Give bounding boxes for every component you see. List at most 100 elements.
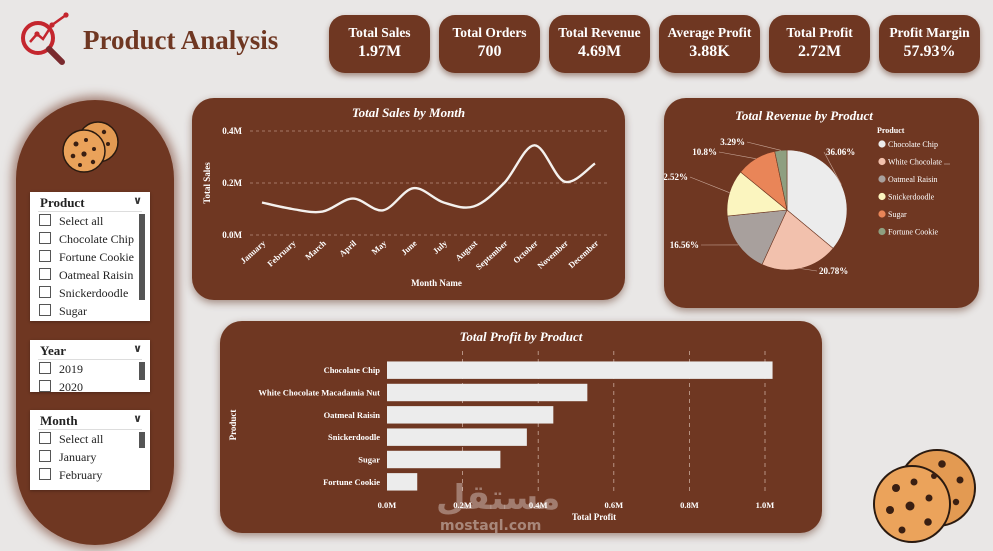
legend-marker xyxy=(878,157,886,166)
cookies-illustration xyxy=(873,449,976,543)
kpi-total-sales: Total Sales 1.97M xyxy=(329,15,430,73)
checkbox[interactable] xyxy=(39,304,51,316)
kpi-value: 2.72M xyxy=(797,43,842,60)
x-tick-label: April xyxy=(337,238,359,259)
slicer-item-snickerdoodle[interactable]: Snickerdoodle xyxy=(30,284,150,302)
legend-label: Fortune Cookie xyxy=(888,228,938,237)
x-tick-label: 0.8M xyxy=(680,500,699,510)
chart-title: Total Sales by Month xyxy=(351,105,466,120)
leader-line xyxy=(718,151,756,160)
x-tick-label: October xyxy=(511,238,540,265)
y-tick-label: Fortune Cookie xyxy=(323,477,380,487)
checkbox[interactable] xyxy=(39,468,51,480)
y-axis-label: Product xyxy=(228,410,238,441)
chart-title: Total Profit by Product xyxy=(459,329,583,344)
slicer-item-january[interactable]: January xyxy=(30,448,150,466)
data-label: 12.52% xyxy=(664,172,688,182)
profit-by-product-card xyxy=(220,321,822,533)
sales-line xyxy=(261,144,596,214)
pie-chart: 36.06% 20.78% 16.56% 12.52% 10.8%3.29% Produc… xyxy=(664,126,950,276)
y-tick-label: 0.2M xyxy=(222,178,242,188)
bar xyxy=(387,428,527,446)
slicer-item-select-all[interactable]: Select all xyxy=(30,430,150,448)
chevron-down-icon[interactable]: ∨ xyxy=(133,195,142,207)
month-slicer[interactable]: Month ∨ Select all January February xyxy=(30,410,150,490)
scrollbar[interactable] xyxy=(139,362,145,380)
scrollbar[interactable] xyxy=(139,432,145,448)
legend-marker xyxy=(878,140,886,148)
legend-label: White Chocolate ... xyxy=(888,158,950,167)
checkbox[interactable] xyxy=(39,286,51,298)
kpi-total-orders: Total Orders 700 xyxy=(439,15,540,73)
slicer-item-label: Oatmeal Raisin xyxy=(59,268,134,282)
slicer-item-fortune-cookie[interactable]: Fortune Cookie xyxy=(30,248,150,266)
data-label: 10.8% xyxy=(692,147,717,157)
chevron-down-icon[interactable]: ∨ xyxy=(133,413,142,425)
slicer-item-oatmeal-raisin[interactable]: Oatmeal Raisin xyxy=(30,266,150,284)
year-slicer[interactable]: Year ∨ 2019 2020 xyxy=(30,340,150,392)
kpi-value: 1.97M xyxy=(357,43,402,60)
x-tick-label: July xyxy=(431,238,450,256)
slicer-item-select-all[interactable]: Select all xyxy=(30,212,150,230)
kpi-label: Total Profit xyxy=(786,25,853,40)
kpi-label: Total Revenue xyxy=(558,25,641,40)
x-tick-label: 0.0M xyxy=(378,500,397,510)
kpi-label: Total Orders xyxy=(452,25,527,40)
checkbox[interactable] xyxy=(39,380,51,392)
y-tick-label: White Chocolate Macadamia Nut xyxy=(258,388,380,398)
search-analytics-icon xyxy=(21,12,69,65)
slicer-item-label: Sugar xyxy=(59,304,87,318)
watermark-arabic: مستقل xyxy=(436,478,561,518)
x-tick-label: 0.6M xyxy=(604,500,623,510)
product-slicer[interactable]: Product ∨ Select all Chocolate Chip Fortu… xyxy=(30,192,150,321)
slicer-item-2019[interactable]: 2019 xyxy=(30,360,150,378)
y-tick-label: Oatmeal Raisin xyxy=(324,410,381,420)
sales-by-month-card xyxy=(192,98,625,300)
legend-marker xyxy=(878,210,886,218)
legend-title: Product xyxy=(877,126,905,135)
checkbox[interactable] xyxy=(39,250,51,262)
checkbox[interactable] xyxy=(39,268,51,280)
kpi-total-profit: Total Profit 2.72M xyxy=(769,15,870,73)
kpi-profit-margin: Profit Margin 57.93% xyxy=(879,15,980,73)
slicer-item-february[interactable]: February xyxy=(30,466,150,484)
x-tick-label: May xyxy=(369,238,389,257)
bar xyxy=(387,383,588,402)
pie-slice xyxy=(761,209,834,271)
checkbox[interactable] xyxy=(39,450,51,462)
y-tick-label: Chocolate Chip xyxy=(324,365,381,375)
kpi-value: 4.69M xyxy=(577,43,622,60)
y-tick-label: Sugar xyxy=(358,455,380,465)
slicer-item-label: February xyxy=(59,468,103,482)
slicer-item-label: January xyxy=(59,450,97,464)
legend-label: Snickerdoodle xyxy=(888,193,935,202)
slicer-item-sugar[interactable]: Sugar xyxy=(30,302,150,320)
legend-marker xyxy=(878,227,886,236)
slicer-item-chocolate-chip[interactable]: Chocolate Chip xyxy=(30,230,150,248)
x-tick-label: 0.2M xyxy=(453,500,472,510)
checkbox[interactable] xyxy=(39,214,51,226)
x-tick-label: 1.0M xyxy=(756,500,775,510)
bar-chart: 0.0M 0.2M 0.4M 0.6M 0.8M 1.0M Chocolate Chip Wh… xyxy=(228,351,775,522)
cookie-icon xyxy=(62,121,119,173)
y-tick-label: 0.4M xyxy=(222,126,242,136)
checkbox[interactable] xyxy=(39,232,51,244)
chevron-down-icon[interactable]: ∨ xyxy=(133,343,142,355)
leader-line xyxy=(823,151,842,185)
slicer-item-2020[interactable]: 2020 xyxy=(30,378,150,392)
checkbox[interactable] xyxy=(39,432,51,444)
x-axis-label: Total Profit xyxy=(572,512,616,522)
slicer-title: Month xyxy=(40,413,78,428)
y-tick-label: Snickerdoodle xyxy=(328,432,380,442)
slicer-item-label: 2019 xyxy=(59,362,83,376)
x-tick-label: August xyxy=(453,238,479,263)
x-tick-label: January xyxy=(238,238,268,266)
slicer-item-label: Snickerdoodle xyxy=(59,286,129,300)
bar xyxy=(387,406,554,424)
kpi-label: Total Sales xyxy=(348,25,411,40)
chart-title: Total Revenue by Product xyxy=(735,108,873,123)
page-title: Product Analysis xyxy=(83,25,279,55)
scrollbar[interactable] xyxy=(139,214,145,300)
checkbox[interactable] xyxy=(39,362,51,374)
